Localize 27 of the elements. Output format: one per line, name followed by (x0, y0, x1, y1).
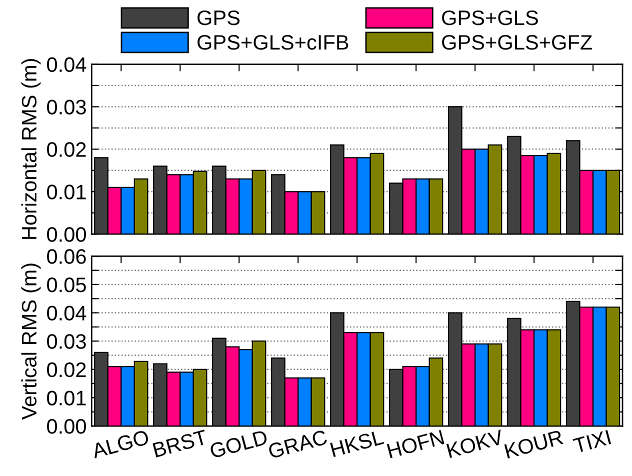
y-tick-label: 0.06 (47, 249, 86, 264)
x-tick-label: KOKV (446, 429, 504, 458)
y-tick-label: 0.05 (47, 277, 86, 292)
y-tick-label: 0.03 (47, 100, 86, 114)
y-tick-label: 0.03 (47, 334, 86, 349)
x-tick-label: GRAC (268, 430, 328, 459)
y-tick-label: 0.02 (47, 142, 86, 157)
legend-label: GPS+GLS (442, 10, 538, 26)
y-axis-title: Horizontal RMS (m) (21, 59, 41, 239)
y-tick-label: 0.02 (47, 362, 86, 378)
y-tick-label: 0.01 (47, 390, 86, 406)
x-tick-label: HOFN (386, 430, 444, 458)
x-tick-label: GOLD (209, 430, 268, 459)
x-tick-label: HKSL (330, 430, 384, 458)
y-tick-label: 0.00 (47, 419, 86, 434)
x-tick-label: TIXI (572, 430, 612, 454)
legend-label: GPS+GLS+GFZ (442, 34, 592, 50)
y-tick-label: 0.04 (47, 306, 86, 321)
legend-label: GPS (198, 10, 240, 26)
x-tick-label: BRST (152, 429, 208, 458)
y-tick-label: 0.04 (47, 57, 86, 72)
y-tick-label: 0.00 (47, 227, 86, 242)
legend-label: GPS+GLS+cIFB (198, 34, 348, 50)
y-axis-title: Vertical RMS (m) (21, 264, 41, 420)
x-tick-label: KOUR (504, 430, 564, 459)
x-tick-label: ALGO (90, 430, 150, 459)
y-tick-label: 0.01 (47, 184, 86, 200)
